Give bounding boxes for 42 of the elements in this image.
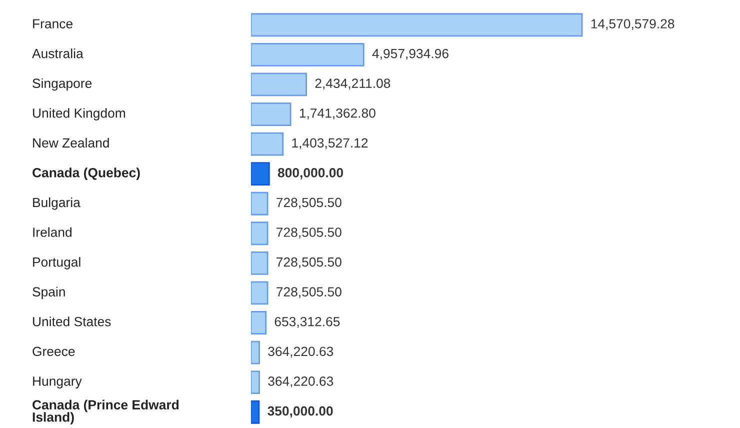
data-label: 653,312.65: [274, 316, 340, 328]
bar: [251, 222, 268, 246]
data-label: 4,957,934.96: [372, 48, 448, 60]
bar: [251, 72, 307, 96]
data-label: 14,570,579.28: [591, 19, 674, 30]
bar: [251, 192, 268, 216]
y-tick-label: Portugal: [33, 257, 80, 270]
bar: [251, 251, 268, 275]
bar: [251, 162, 270, 186]
data-label: 1,741,362.80: [300, 108, 376, 120]
y-tick-label: Canada (Prince Edward Island): [32, 400, 179, 424]
bar: [251, 340, 260, 364]
y-tick-label: Canada (Quebec): [32, 168, 140, 180]
data-label: 1,403,527.12: [292, 138, 368, 150]
y-tick-label: New Zealand: [33, 138, 109, 148]
data-label: 728,505.50: [276, 287, 342, 298]
y-tick-label: United Kingdom: [33, 108, 126, 120]
data-label: 800,000.00: [278, 168, 344, 180]
data-label: 2,434,211.08: [315, 78, 390, 90]
data-label: 728,505.50: [276, 257, 342, 268]
y-tick-label: Hungary: [33, 376, 82, 388]
y-tick-label: France: [33, 19, 72, 28]
y-tick-label: Bulgaria: [33, 197, 80, 210]
y-tick-label: Ireland: [33, 227, 72, 237]
y-tick-label: United States: [33, 316, 111, 326]
bar: [251, 102, 292, 126]
y-tick-label: Spain: [32, 286, 65, 300]
bar: [251, 132, 284, 156]
y-tick-label: Greece: [32, 346, 75, 356]
data-label: 350,000.00: [268, 406, 333, 418]
bar: [251, 13, 583, 37]
bar: [251, 311, 267, 334]
bar: [251, 400, 260, 424]
data-label: 364,220.63: [268, 376, 334, 388]
bar: [251, 281, 268, 305]
data-label: 364,220.63: [268, 346, 334, 358]
data-label: 728,505.50: [276, 228, 342, 238]
y-tick-label: Singapore: [32, 78, 92, 91]
y-tick-label: Australia: [32, 48, 84, 58]
bar: [251, 370, 260, 394]
data-label: 728,505.50: [276, 198, 342, 209]
bar: [251, 42, 364, 66]
